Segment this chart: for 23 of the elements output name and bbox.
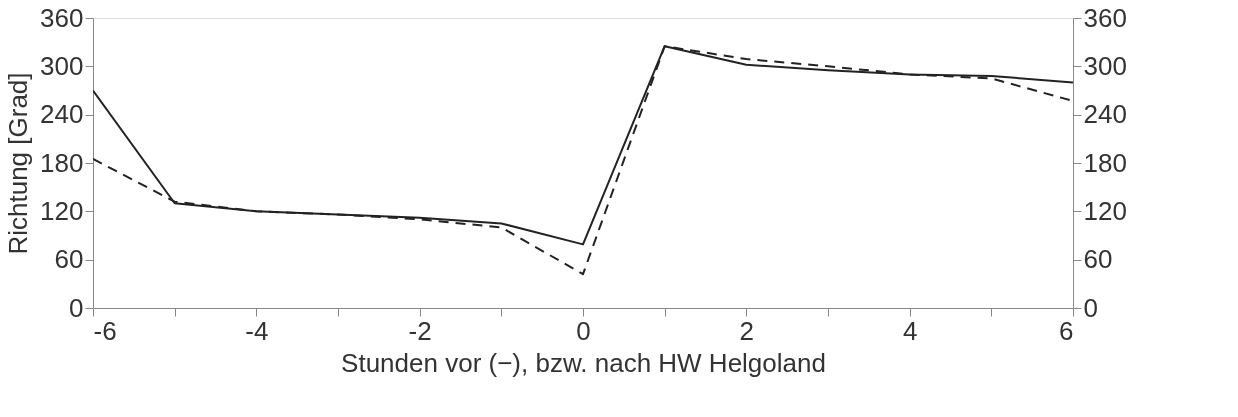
y-tick-label: 120 — [40, 195, 84, 226]
y-tick-label: 360 — [40, 2, 84, 33]
x-tick-label: -4 — [245, 315, 269, 346]
y2-tick-label: 0 — [1083, 292, 1098, 323]
y-tick-label: 60 — [54, 244, 84, 275]
y2-tick-label: 180 — [1083, 147, 1127, 178]
y-tick-label: 0 — [69, 292, 84, 323]
y2-tick-label: 120 — [1083, 195, 1127, 226]
x-tick-label: 2 — [739, 315, 755, 346]
x-tick-label: 6 — [1059, 315, 1074, 346]
x-tick-label: -6 — [93, 315, 117, 346]
y2-tick-label: 60 — [1083, 244, 1113, 275]
y-tick-label: 240 — [40, 99, 84, 130]
y2-tick-label: 300 — [1083, 50, 1127, 81]
x-tick-label: -2 — [408, 315, 432, 346]
x-tick-label: 4 — [902, 315, 918, 346]
y-axis-title: Richtung [Grad] — [3, 72, 34, 255]
y2-tick-label: 360 — [1083, 2, 1127, 33]
x-tick-label: 0 — [576, 315, 591, 346]
y2-tick-label: 240 — [1083, 99, 1127, 130]
x-axis-title: Stunden vor (−), bzw. nach HW Helgoland — [341, 347, 826, 378]
y-tick-label: 180 — [40, 147, 84, 178]
y-tick-label: 300 — [40, 50, 84, 81]
